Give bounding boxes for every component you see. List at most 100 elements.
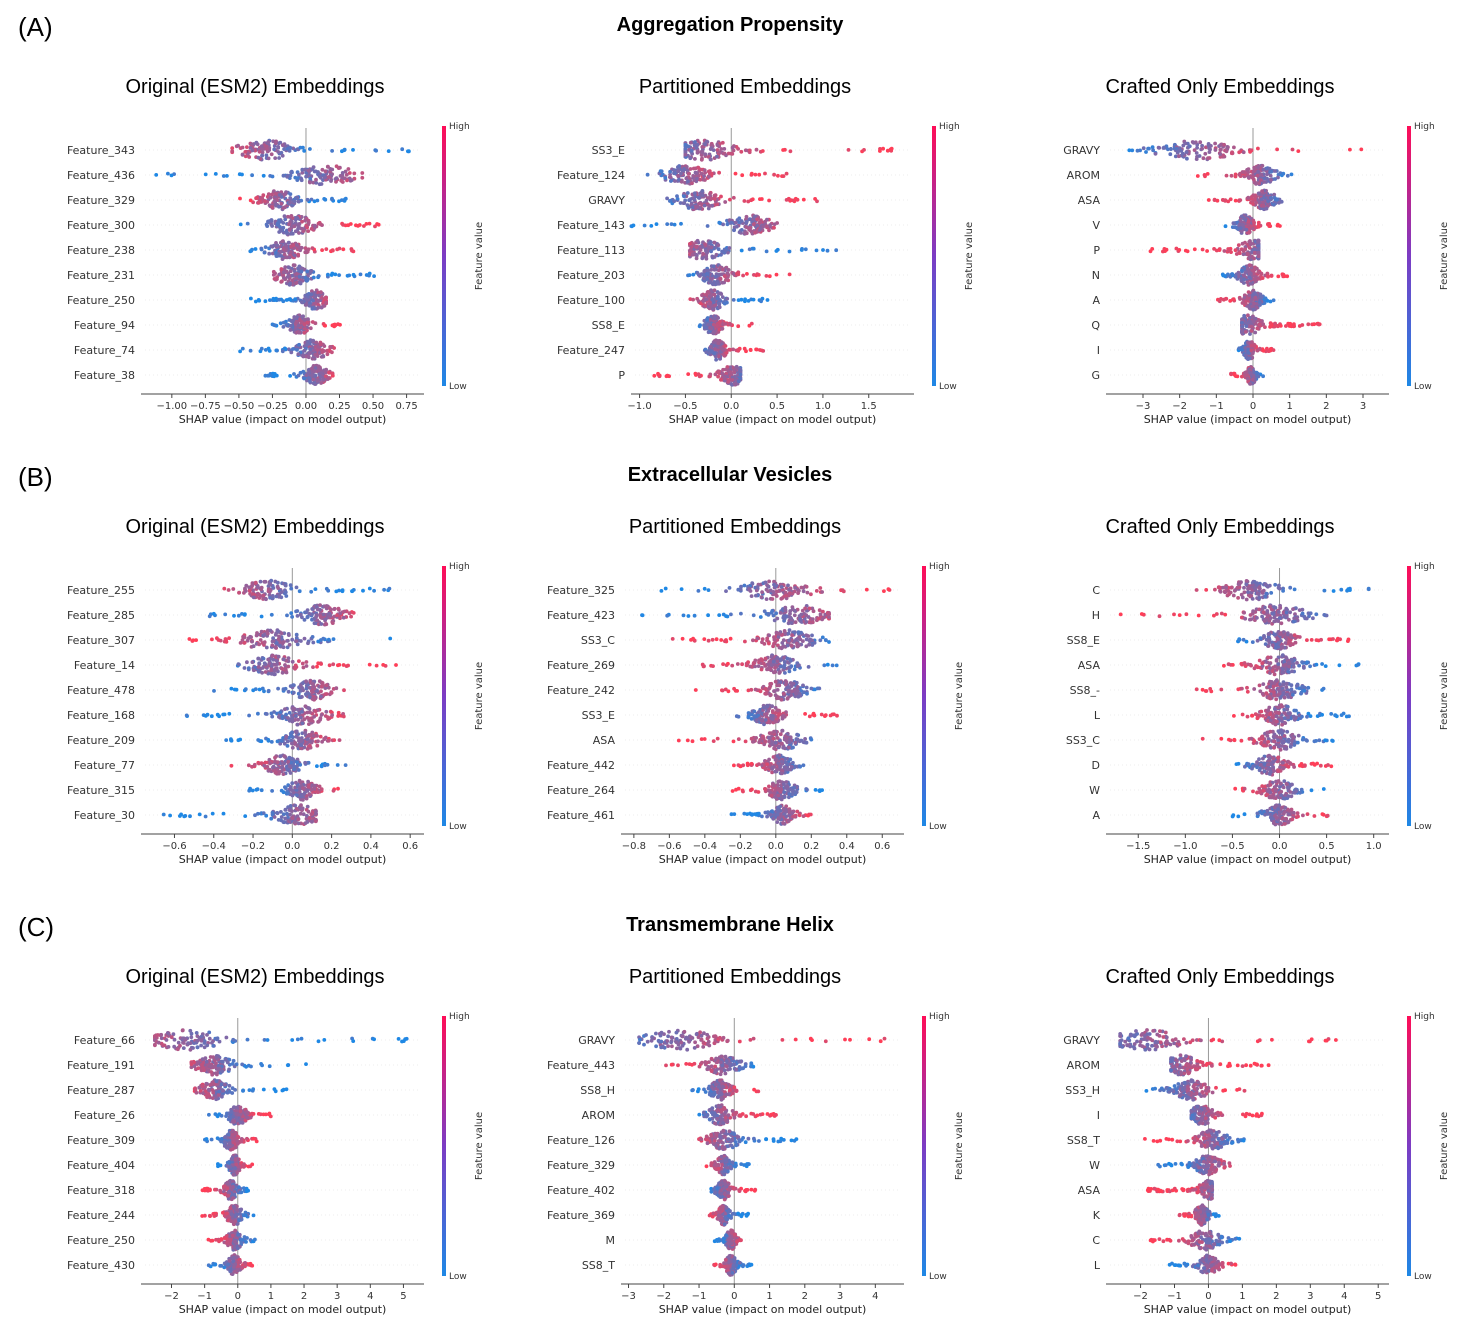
shap-dot xyxy=(731,146,735,150)
shap-dot xyxy=(698,323,702,327)
shap-dot xyxy=(253,763,257,767)
shap-dot xyxy=(1246,297,1250,301)
shap-dot xyxy=(332,637,336,641)
shap-dot xyxy=(341,588,345,592)
shap-dot xyxy=(245,660,249,664)
shap-dot xyxy=(324,247,328,251)
feature-label: P xyxy=(1093,244,1100,257)
shap-dot xyxy=(304,224,308,228)
shap-dot xyxy=(337,711,341,715)
shap-dot xyxy=(276,740,280,744)
shap-dot xyxy=(315,744,319,748)
shap-dot xyxy=(373,148,377,152)
shap-dot xyxy=(741,274,745,278)
shap-dot xyxy=(694,205,698,209)
shap-dot xyxy=(1202,156,1206,160)
shap-dot xyxy=(299,177,303,181)
shap-dot xyxy=(330,713,334,717)
shap-dot xyxy=(1252,166,1256,170)
shap-dot xyxy=(361,589,365,593)
shap-dot xyxy=(314,709,318,713)
shap-dot xyxy=(1255,267,1259,271)
shap-dot xyxy=(271,175,275,179)
shap-dot xyxy=(716,296,720,300)
shap-dot xyxy=(262,811,266,815)
shap-dot xyxy=(285,255,289,259)
shap-dot xyxy=(1146,147,1150,151)
shap-dot xyxy=(223,613,227,617)
shap-dot xyxy=(1232,297,1236,301)
shap-dot xyxy=(327,739,331,743)
shap-dot xyxy=(295,243,299,247)
shap-dot xyxy=(297,374,301,378)
shap-dot xyxy=(1290,173,1294,177)
shap-dot xyxy=(1258,323,1262,327)
shap-dot xyxy=(270,193,274,197)
shap-dot xyxy=(1157,146,1161,150)
shap-dot xyxy=(289,611,293,615)
shap-dot xyxy=(1142,146,1146,150)
shap-dot xyxy=(697,196,701,200)
shap-dot xyxy=(278,711,282,715)
shap-dot xyxy=(715,324,719,328)
shap-dot xyxy=(1230,151,1234,155)
beeswarm-plot: Feature_325Feature_423SS3_CFeature_269Fe… xyxy=(500,516,970,876)
shap-dot xyxy=(321,354,325,358)
x-tick-label: 0.00 xyxy=(295,401,317,412)
shap-dot xyxy=(785,172,789,176)
shap-dot xyxy=(1226,247,1230,251)
shap-dot xyxy=(308,744,312,748)
shap-dot xyxy=(664,587,668,591)
shap-dot xyxy=(700,293,704,297)
shap-dot xyxy=(241,153,245,157)
shap-dot xyxy=(273,156,277,160)
feature-label: G xyxy=(1091,369,1100,382)
shap-dot xyxy=(346,664,350,668)
shap-dot xyxy=(280,267,284,271)
shap-dot xyxy=(721,348,725,352)
shap-dot xyxy=(212,612,216,616)
shap-dot xyxy=(748,247,752,251)
shap-dot xyxy=(255,634,259,638)
shap-dot xyxy=(223,713,227,717)
feature-label: Feature_255 xyxy=(67,584,135,597)
feature-label: Q xyxy=(1091,319,1100,332)
shap-dot xyxy=(330,149,334,153)
shap-dot xyxy=(255,585,259,589)
shap-dot xyxy=(688,242,692,246)
shap-dot xyxy=(368,587,372,591)
shap-dot xyxy=(718,305,722,309)
shap-dot xyxy=(721,268,725,272)
shap-dot xyxy=(227,588,231,592)
shap-dot xyxy=(274,770,278,774)
shap-dot xyxy=(271,766,275,770)
shap-dot xyxy=(214,172,218,176)
shap-dot xyxy=(308,347,312,351)
x-tick-label: 1 xyxy=(1286,401,1292,412)
feature-label: Feature_300 xyxy=(67,219,135,232)
shap-dot xyxy=(290,781,294,785)
shap-dot xyxy=(1240,331,1244,335)
shap-dot xyxy=(295,272,299,276)
shap-dot xyxy=(695,171,699,175)
shap-dot xyxy=(289,269,293,273)
shap-dot xyxy=(740,219,744,223)
shap-dot xyxy=(279,280,283,284)
shap-dot xyxy=(1257,251,1261,255)
shap-dot xyxy=(709,147,713,151)
shap-dot xyxy=(250,173,254,177)
shap-dot xyxy=(257,156,261,160)
shap-dot xyxy=(282,321,286,325)
shap-dot xyxy=(717,341,721,345)
shap-dot xyxy=(267,689,271,693)
shap-dot xyxy=(740,173,744,177)
shap-dot xyxy=(283,817,287,821)
shap-dot xyxy=(278,644,282,648)
shap-dot xyxy=(335,164,339,168)
shap-dot xyxy=(289,351,293,355)
shap-dot xyxy=(1218,152,1222,156)
feature-label: Feature_30 xyxy=(74,809,135,822)
shap-dot xyxy=(1257,375,1261,379)
shap-dot xyxy=(295,216,299,220)
shap-dot xyxy=(293,263,297,267)
